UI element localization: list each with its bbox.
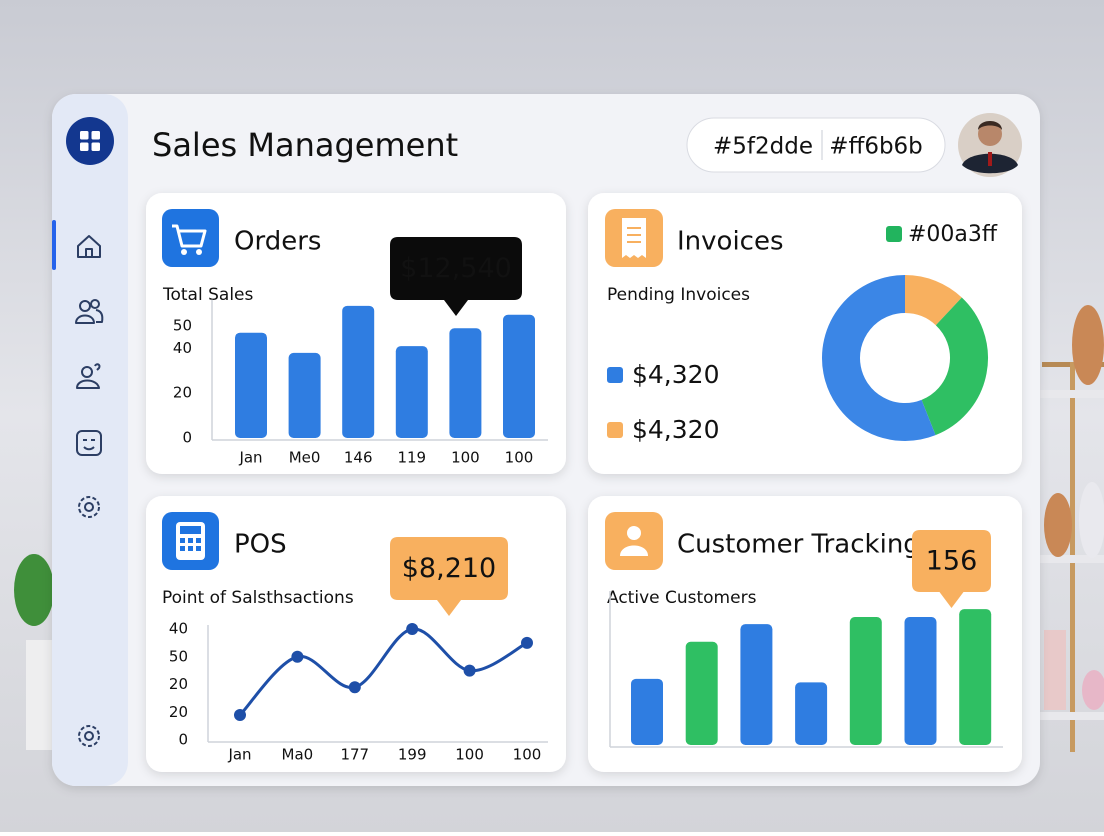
shelf-decor (14, 305, 1104, 752)
panel-subtitle: Pending Invoices (607, 285, 750, 305)
x-tick-label: 100 (505, 449, 534, 467)
panel-subtitle: Active Customers (607, 588, 757, 608)
y-tick-label: 50 (173, 317, 192, 335)
y-tick-label: 40 (169, 620, 188, 638)
user-alert-icon[interactable] (76, 363, 101, 389)
y-tick-label: 0 (182, 429, 192, 447)
x-tick-label: 100 (455, 746, 484, 764)
pos-keys (180, 526, 201, 551)
logo[interactable] (66, 117, 114, 165)
x-tick-label: Jan (227, 746, 251, 764)
users-icon[interactable] (75, 299, 104, 324)
customer-icon (605, 512, 663, 570)
sidebar (52, 94, 128, 786)
point (463, 664, 476, 677)
tooltip (390, 537, 508, 616)
settings-icon[interactable] (78, 496, 100, 518)
logo-icon (80, 131, 100, 151)
x-tick-label: Me0 (289, 449, 321, 467)
bar (904, 617, 937, 745)
panel-title: Orders (234, 227, 321, 257)
y-tick-label: 0 (178, 731, 188, 749)
receipt-lines (627, 227, 641, 243)
tooltip-text: $8,210 (402, 553, 496, 584)
amount-swatch (607, 367, 623, 383)
y-tick-label: 20 (173, 384, 192, 402)
cart-icon (162, 209, 219, 267)
panel-title: POS (234, 530, 287, 560)
y-tick-label: 50 (169, 647, 188, 665)
bar (395, 346, 428, 438)
legend-swatch (886, 226, 902, 242)
point (348, 681, 361, 694)
active-indicator (52, 220, 56, 270)
point (521, 636, 533, 649)
tag-pill[interactable] (686, 117, 946, 173)
x-tick-label: 100 (451, 449, 480, 467)
x-tick-label: Ma0 (282, 746, 314, 764)
donut-slice (822, 275, 936, 441)
bar (959, 609, 992, 745)
point (291, 650, 304, 663)
bar (685, 641, 718, 745)
bar (740, 624, 773, 745)
x-tick-label: 119 (397, 449, 426, 467)
panel-title: Customer Tracking (677, 530, 920, 560)
amount-label: $4,320 (632, 415, 719, 444)
bar (503, 314, 535, 438)
point (234, 709, 246, 722)
panel-subtitle: Point of Salsthsactions (162, 588, 354, 608)
cart-wheel (181, 249, 187, 255)
avatar[interactable] (958, 113, 1022, 177)
home-icon[interactable] (77, 235, 101, 258)
y-tick-label: 20 (169, 675, 188, 693)
cart-glyph (172, 224, 207, 248)
legend-label: #00a3ff (908, 222, 998, 247)
x-tick-label: Jan (238, 449, 262, 467)
bar (631, 678, 663, 745)
x-tick-label: 177 (340, 746, 369, 764)
panel-title: Invoices (677, 227, 784, 257)
bar (449, 328, 482, 438)
page-title: Sales Management (152, 126, 458, 164)
y-tick-label: 20 (169, 703, 188, 721)
tooltip-text: $12,540 (400, 253, 512, 284)
receipt-glyph (622, 218, 646, 258)
bar (288, 352, 321, 438)
tooltip (912, 530, 991, 608)
bar (849, 617, 882, 745)
amount-swatch (607, 422, 623, 438)
panel-subtitle: Total Sales (162, 285, 253, 305)
bar (342, 305, 375, 438)
x-tick-label: 100 (513, 746, 542, 764)
tooltip-text: 156 (926, 546, 978, 577)
tag: #ff6b6b (829, 134, 923, 160)
cart-wheel (196, 249, 202, 255)
tag: #5f2dde (713, 134, 813, 160)
bar (795, 682, 828, 745)
bar (235, 332, 267, 438)
tooltip (390, 237, 522, 316)
amount-label: $4,320 (632, 360, 719, 389)
customer-glyph (620, 545, 648, 556)
donut-slice (904, 275, 962, 326)
customer-glyph (627, 526, 641, 540)
settings-bottom-icon[interactable] (78, 725, 100, 747)
donut-slice (920, 297, 988, 436)
y-tick-label: 40 (173, 339, 192, 357)
chat-icon[interactable] (76, 430, 102, 456)
point (406, 623, 419, 635)
x-tick-label: 146 (344, 449, 373, 467)
x-tick-label: 199 (398, 746, 427, 764)
